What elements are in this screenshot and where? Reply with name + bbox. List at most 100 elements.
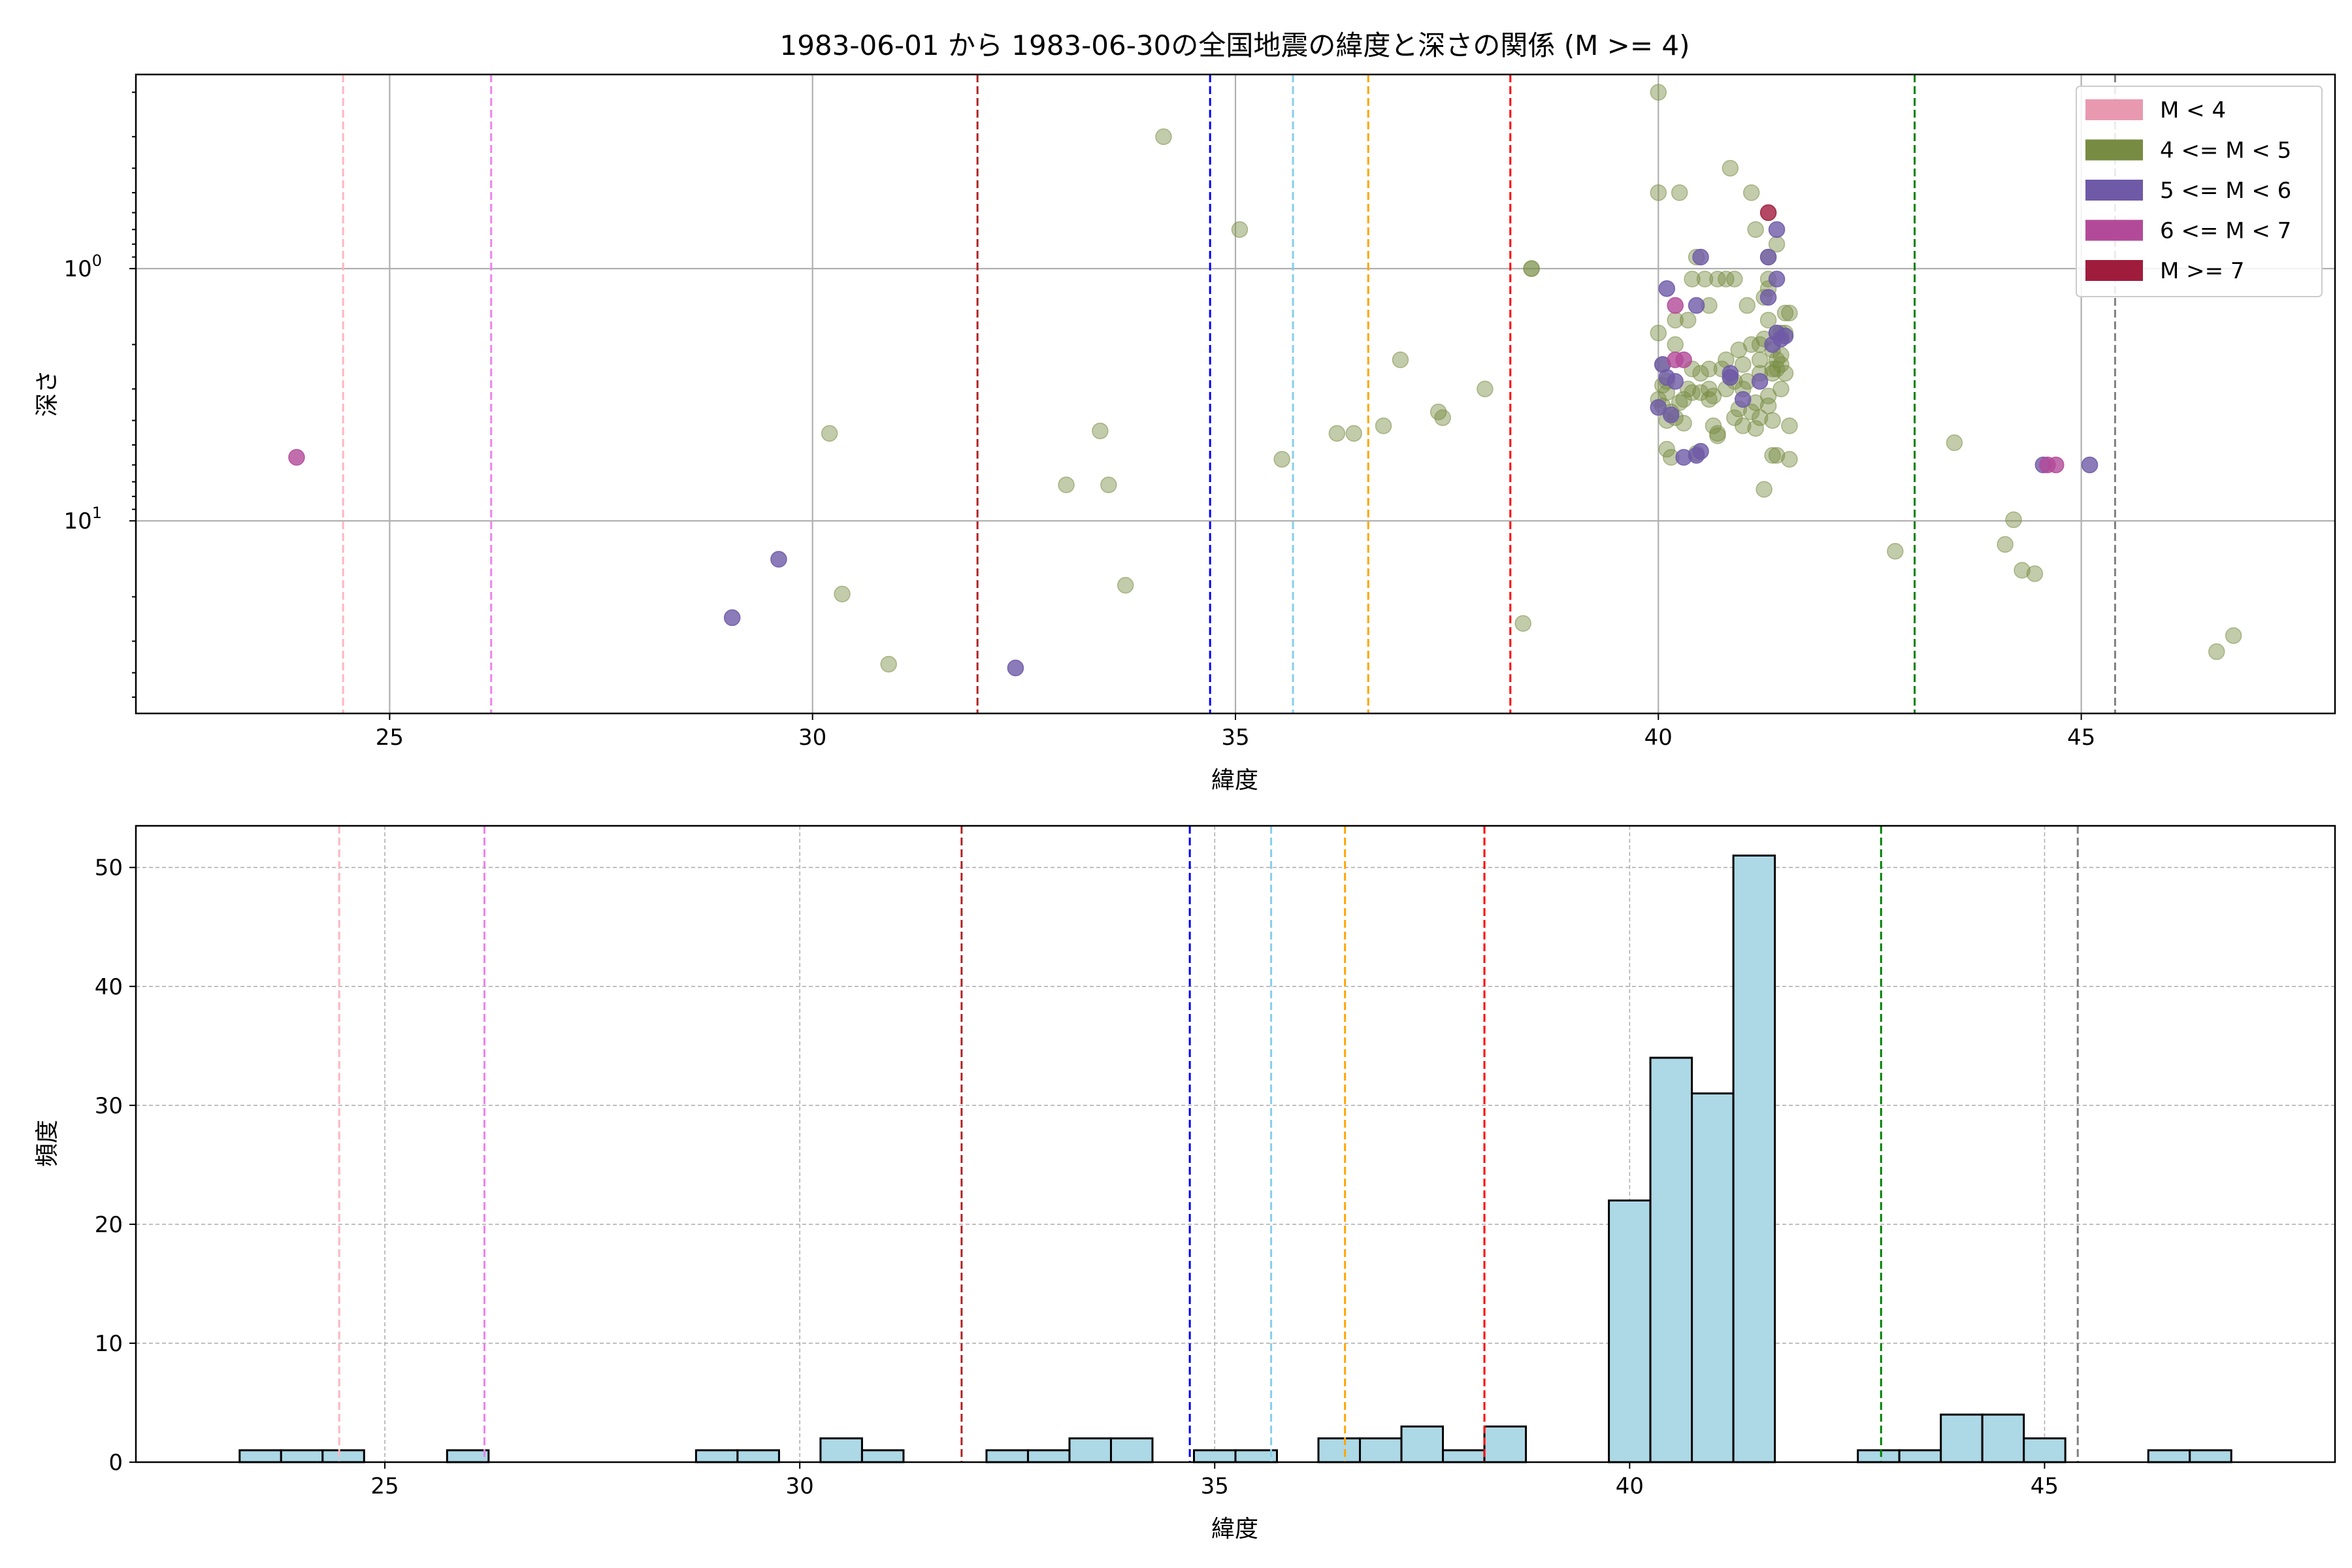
scatter-point — [1735, 417, 1752, 434]
legend-label: M >= 7 — [2160, 258, 2245, 284]
scatter-point — [1772, 356, 1789, 373]
scatter-point — [1709, 427, 1726, 444]
histogram-bar — [1691, 1092, 1735, 1463]
scatter-point — [1155, 128, 1172, 145]
scatter-point — [1231, 221, 1249, 238]
scatter-point — [1768, 221, 1786, 238]
chart-title: 1983-06-01 から 1983-06-30の全国地震の緯度と深さの関係 (… — [779, 29, 1690, 61]
scatter-point — [1679, 380, 1697, 398]
scatter-point — [1759, 312, 1777, 329]
scatter-point — [1692, 248, 1709, 266]
scatter-point — [1946, 434, 1963, 451]
scatter-point — [1781, 304, 1798, 321]
scatter-point — [1117, 577, 1134, 594]
histogram-bar — [1026, 1449, 1071, 1463]
histogram-bar — [860, 1449, 905, 1463]
scatter-point — [1705, 417, 1722, 434]
scatter-point — [1768, 270, 1786, 287]
histogram-axes-frame — [135, 825, 2336, 1463]
scatter-point — [1007, 659, 1024, 677]
scatter-point — [880, 655, 897, 673]
scatter-x-tick-label: 35 — [1221, 725, 1249, 751]
histogram-x-tick-label: 40 — [1616, 1473, 1644, 1499]
histogram-x-tick-label: 30 — [786, 1473, 814, 1499]
scatter-point — [1679, 312, 1697, 329]
scatter-x-tick-label: 25 — [376, 725, 404, 751]
scatter-point — [1477, 380, 1494, 398]
scatter-point — [1701, 361, 1718, 378]
scatter-point — [1684, 270, 1701, 287]
scatter-point — [1726, 270, 1743, 287]
histogram-bar — [819, 1437, 863, 1463]
histogram-bar — [238, 1449, 282, 1463]
scatter-point — [1709, 270, 1726, 287]
scatter-point — [1759, 397, 1777, 414]
scatter-point — [1751, 351, 1769, 368]
scatter-point — [2026, 565, 2044, 582]
histogram-y-tick-label: 10 — [95, 1331, 123, 1357]
histogram-bar — [1400, 1425, 1445, 1463]
legend-label: 6 <= M < 7 — [2160, 218, 2291, 244]
scatter-point — [1671, 184, 1688, 201]
legend-swatch — [2085, 99, 2143, 120]
scatter-point — [1328, 425, 1346, 442]
histogram-bar — [2189, 1449, 2232, 1463]
scatter-point — [2048, 456, 2065, 474]
scatter-point — [1692, 384, 1709, 401]
scatter-point — [1776, 304, 1794, 321]
scatter-point — [1273, 451, 1290, 468]
histogram-bar — [1649, 1056, 1693, 1463]
histogram-bar — [1981, 1413, 2025, 1463]
scatter-point — [1751, 409, 1769, 427]
scatter-point — [1667, 297, 1684, 314]
scatter-point — [1742, 184, 1760, 201]
histogram-y-label: 頻度 — [34, 1120, 61, 1167]
scatter-points — [288, 84, 2242, 677]
histogram-x-label: 緯度 — [1211, 1516, 1258, 1543]
scatter-point — [723, 609, 741, 627]
scatter-point — [1650, 324, 1667, 342]
histogram-panel: 25 30 35 40 45 0 10 20 30 40 50 緯度 頻度 — [34, 825, 2336, 1543]
scatter-point — [1692, 443, 1709, 460]
histogram-bar — [1608, 1199, 1652, 1463]
scatter-point — [1100, 476, 1117, 493]
scatter-point — [2014, 562, 2031, 579]
histogram-bar — [736, 1449, 780, 1463]
histogram-bar — [1317, 1437, 1362, 1463]
scatter-legend: M < 4 4 <= M < 5 5 <= M < 6 6 <= M < 7 M >= … — [2076, 86, 2323, 297]
scatter-point — [2005, 511, 2022, 529]
histogram-bar — [1732, 855, 1776, 1463]
scatter-point — [1735, 391, 1752, 408]
scatter-point — [288, 449, 305, 466]
scatter-point — [2225, 627, 2242, 644]
histogram-y-tick-label: 50 — [95, 855, 123, 881]
scatter-y-label: 深さ — [34, 370, 61, 417]
scatter-reference-lines — [342, 74, 2116, 713]
scatter-point — [1722, 159, 1739, 177]
scatter-point — [1688, 297, 1705, 314]
scatter-point — [1742, 403, 1760, 421]
scatter-point — [821, 425, 838, 442]
scatter-point — [1759, 289, 1777, 306]
legend-swatch — [2085, 139, 2143, 161]
histogram-x-tick-label: 25 — [370, 1473, 399, 1499]
histogram-bar — [2147, 1449, 2191, 1463]
scatter-point — [2081, 456, 2099, 474]
legend-swatch — [2085, 180, 2143, 201]
scatter-point — [1667, 336, 1684, 353]
scatter-point — [1759, 204, 1777, 221]
scatter-point — [1692, 365, 1709, 382]
scatter-point — [1662, 406, 1680, 423]
scatter-point — [1764, 361, 1781, 378]
scatter-point — [1781, 451, 1798, 468]
scatter-point — [1768, 447, 1786, 464]
scatter-point — [1764, 447, 1781, 464]
histogram-bar — [2023, 1437, 2066, 1463]
scatter-point — [1667, 312, 1684, 329]
scatter-point — [834, 585, 851, 602]
scatter-point — [1658, 280, 1676, 297]
scatter-x-label: 緯度 — [1211, 767, 1258, 794]
scatter-point — [1675, 351, 1692, 368]
scatter-point — [1658, 440, 1676, 458]
histogram-bar — [1068, 1437, 1112, 1463]
